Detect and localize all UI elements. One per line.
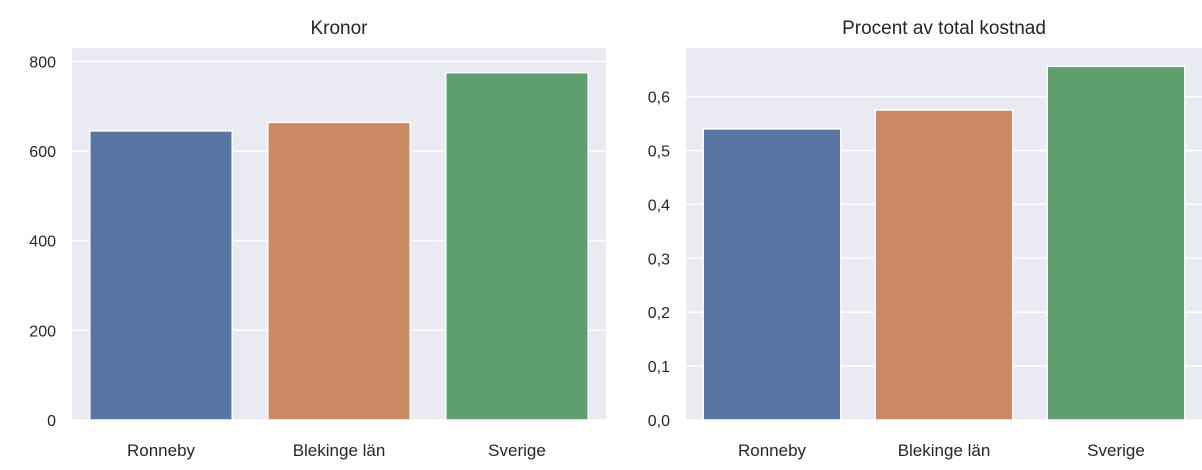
bar-ronneby bbox=[702, 128, 842, 421]
y-tick-label: 0,0 bbox=[648, 413, 670, 430]
y-tick-label: 0,2 bbox=[648, 305, 670, 322]
x-category-label: Ronneby bbox=[127, 441, 196, 460]
y-tick-label: 400 bbox=[29, 234, 56, 251]
bar-ronneby bbox=[89, 130, 233, 421]
y-tick-label: 800 bbox=[29, 54, 56, 71]
y-tick-label: 0,5 bbox=[648, 143, 670, 160]
bar-sverige bbox=[1046, 65, 1186, 421]
x-category-label: Blekinge län bbox=[898, 441, 991, 460]
y-tick-label: 600 bbox=[29, 144, 56, 161]
x-category-label: Ronneby bbox=[738, 441, 807, 460]
y-tick-label: 0,1 bbox=[648, 359, 670, 376]
x-category-label: Sverige bbox=[488, 441, 546, 460]
bar-blekinge-län bbox=[267, 121, 411, 421]
x-category-label: Blekinge län bbox=[293, 441, 386, 460]
chart-panel-1: 0 200 400 600 800 Ronneby Blekinge län Sverige K… bbox=[29, 18, 606, 460]
chart-title: Procent av total kostnad bbox=[842, 18, 1046, 39]
y-tick-label: 0 bbox=[47, 413, 56, 430]
chart-title: Kronor bbox=[310, 18, 368, 39]
y-tick-label: 0,6 bbox=[648, 90, 670, 107]
bar-sverige bbox=[445, 71, 589, 421]
bar-blekinge-län bbox=[874, 109, 1014, 421]
y-tick-label: 0,3 bbox=[648, 251, 670, 268]
y-tick-label: 200 bbox=[29, 323, 56, 340]
x-category-label: Sverige bbox=[1087, 441, 1145, 460]
chart-panel-2: 0,0 0,1 0,2 0,3 0,4 0,5 0,6 Ronneby Blekinge län… bbox=[648, 18, 1202, 460]
y-tick-label: 0,4 bbox=[648, 197, 670, 214]
